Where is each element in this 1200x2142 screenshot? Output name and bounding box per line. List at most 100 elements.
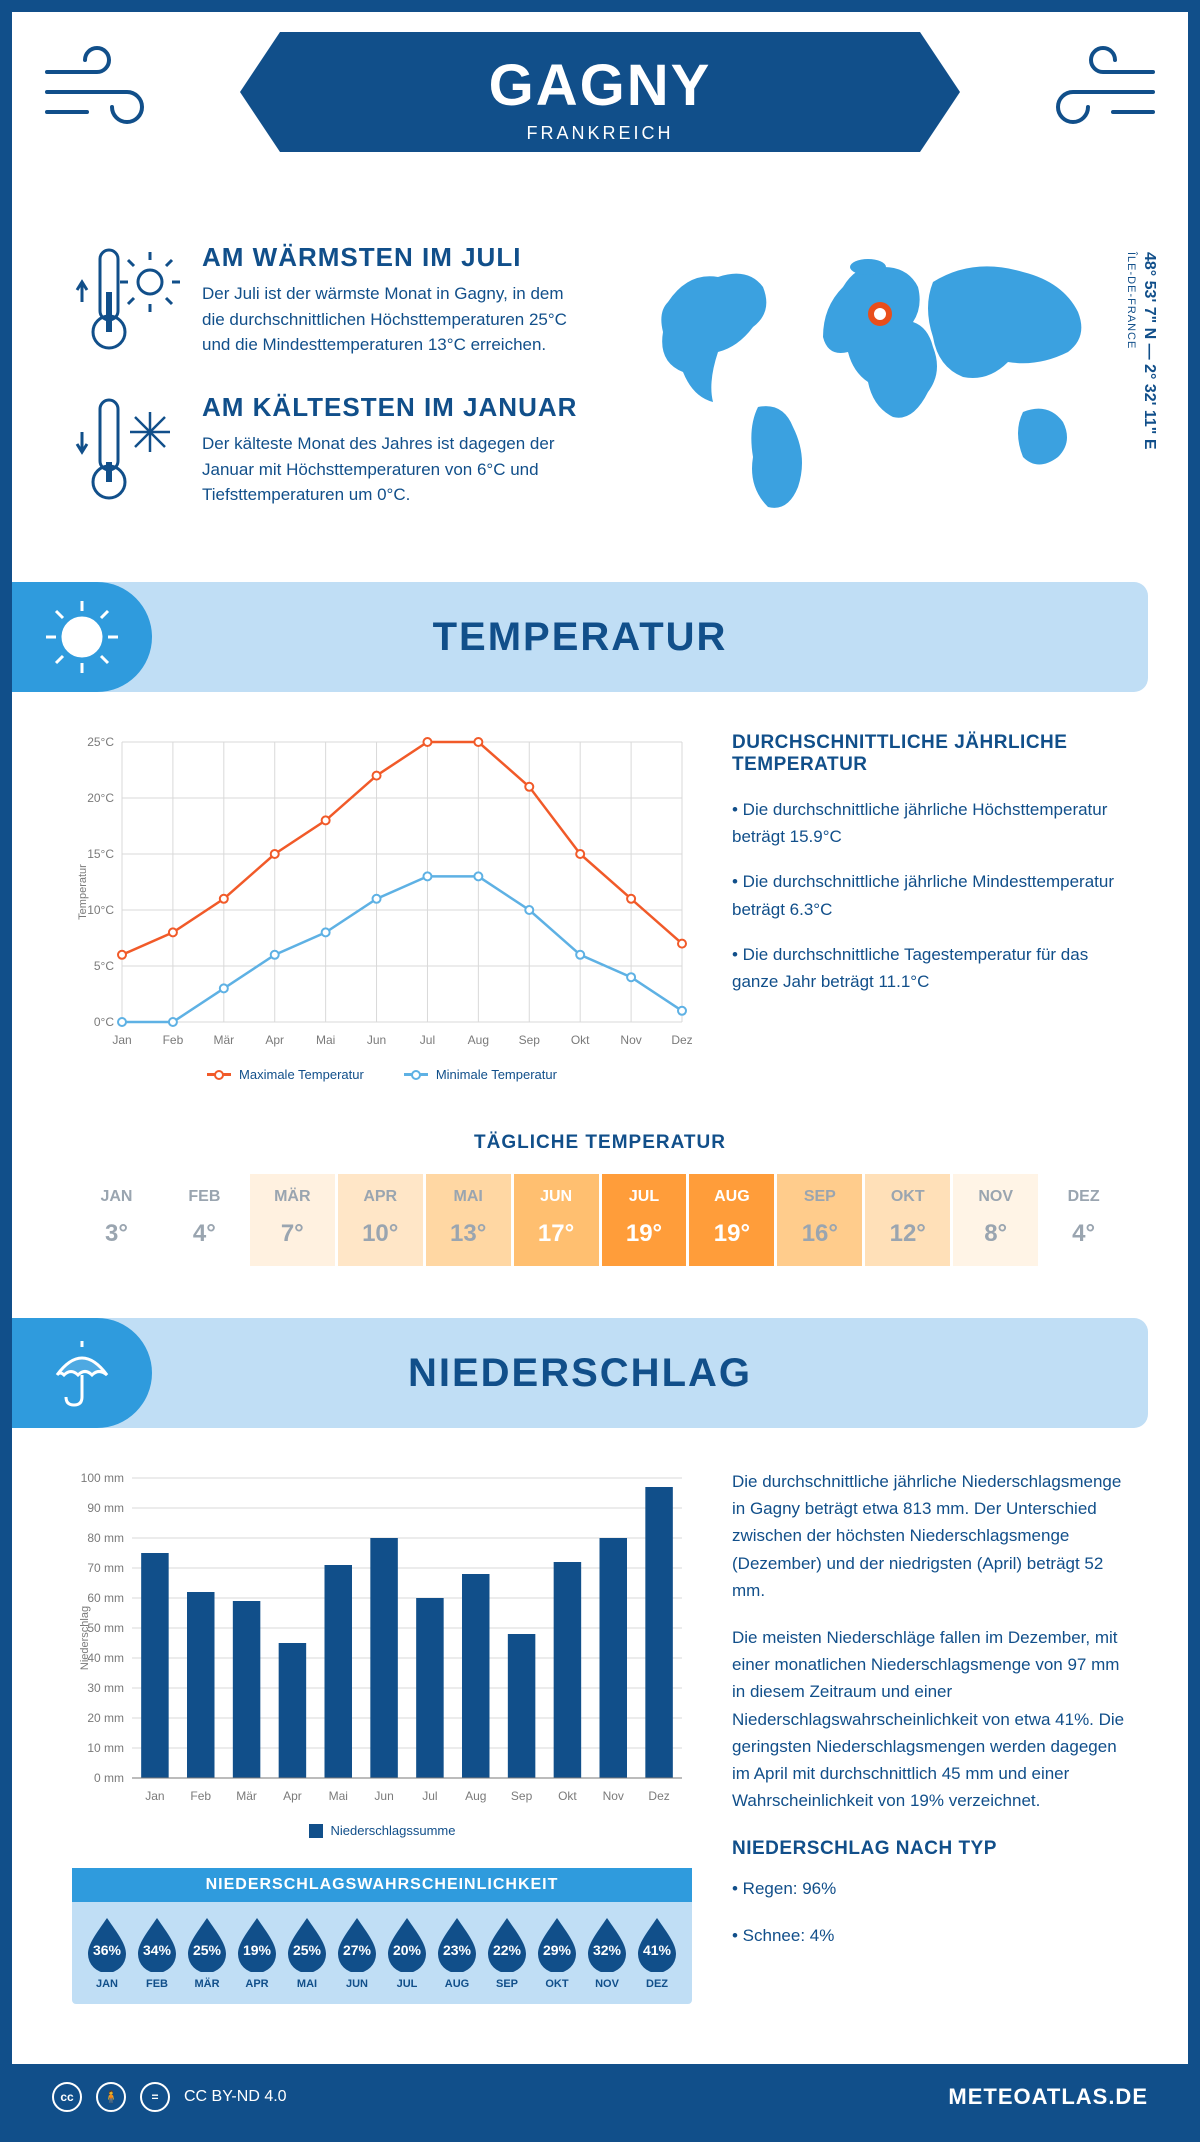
svg-text:70 mm: 70 mm xyxy=(87,1561,124,1575)
umbrella-tab-icon xyxy=(12,1318,152,1428)
sun-tab-icon xyxy=(12,582,152,692)
legend-precip-sum: Niederschlagssumme xyxy=(331,1823,456,1838)
daily-cell: APR10° xyxy=(338,1174,426,1266)
map-svg xyxy=(628,242,1128,522)
temperature-section: 0°C5°C10°C15°C20°C25°CJanFebMärAprMaiJun… xyxy=(12,692,1188,1112)
precip-p1: Die durchschnittliche jährliche Niedersc… xyxy=(732,1468,1128,1604)
legend-max-temp: Maximale Temperatur xyxy=(239,1067,364,1082)
title-ribbon: GAGNY FRANKREICH xyxy=(280,32,920,152)
svg-text:0 mm: 0 mm xyxy=(94,1771,124,1785)
daily-temp-grid: JAN3°FEB4°MÄR7°APR10°MAI13°JUN17°JUL19°A… xyxy=(72,1172,1128,1268)
svg-text:Dez: Dez xyxy=(648,1789,669,1803)
svg-text:10 mm: 10 mm xyxy=(87,1741,124,1755)
precip-type-snow: • Schnee: 4% xyxy=(732,1922,1128,1949)
temp-legend: Maximale Temperatur Minimale Temperatur xyxy=(72,1067,692,1082)
daily-cell: FEB4° xyxy=(162,1174,250,1266)
world-map: 48° 53' 7" N — 2° 32' 11" E ÎLE-DE-FRANC… xyxy=(628,242,1128,542)
svg-text:Sep: Sep xyxy=(511,1789,533,1803)
svg-text:Jan: Jan xyxy=(145,1789,164,1803)
daily-cell: MAI13° xyxy=(426,1174,514,1266)
precip-heading: NIEDERSCHLAG xyxy=(408,1351,752,1396)
avg-temp-b2: • Die durchschnittliche jährliche Mindes… xyxy=(732,868,1128,922)
svg-text:Nov: Nov xyxy=(620,1033,641,1047)
svg-text:10°C: 10°C xyxy=(87,903,114,917)
svg-text:Feb: Feb xyxy=(163,1033,184,1047)
prob-drop: 23% AUG xyxy=(434,1916,480,1990)
svg-text:50 mm: 50 mm xyxy=(87,1621,124,1635)
svg-text:Jun: Jun xyxy=(367,1033,386,1047)
coordinates: 48° 53' 7" N — 2° 32' 11" E ÎLE-DE-FRANC… xyxy=(1122,252,1158,449)
daily-cell: JUL19° xyxy=(602,1174,690,1266)
prob-drop: 19% APR xyxy=(234,1916,280,1990)
svg-text:Mai: Mai xyxy=(329,1789,348,1803)
svg-text:Okt: Okt xyxy=(558,1789,577,1803)
site-brand: METEOATLAS.DE xyxy=(948,2084,1148,2110)
daily-cell: MÄR7° xyxy=(250,1174,338,1266)
prob-drop: 41% DEZ xyxy=(634,1916,680,1990)
prob-drop: 27% JUN xyxy=(334,1916,380,1990)
svg-text:Jul: Jul xyxy=(422,1789,437,1803)
precipitation-band: NIEDERSCHLAG xyxy=(12,1318,1148,1428)
precipitation-summary: Die durchschnittliche jährliche Niedersc… xyxy=(732,1468,1128,2004)
svg-text:Okt: Okt xyxy=(571,1033,590,1047)
legend-min-temp: Minimale Temperatur xyxy=(436,1067,557,1082)
svg-text:Dez: Dez xyxy=(671,1033,692,1047)
svg-text:80 mm: 80 mm xyxy=(87,1531,124,1545)
precip-type-rain: • Regen: 96% xyxy=(732,1875,1128,1902)
coldest-title: AM KÄLTESTEN IM JANUAR xyxy=(202,392,588,423)
thermometer-hot-icon xyxy=(72,242,182,362)
svg-text:Aug: Aug xyxy=(465,1789,486,1803)
climate-facts: AM WÄRMSTEN IM JULI Der Juli ist der wär… xyxy=(72,242,588,542)
warmest-title: AM WÄRMSTEN IM JULI xyxy=(202,242,588,273)
svg-text:Mai: Mai xyxy=(316,1033,335,1047)
prob-drop: 22% SEP xyxy=(484,1916,530,1990)
thermometer-cold-icon xyxy=(72,392,182,512)
footer: cc 🧍 = CC BY-ND 4.0 METEOATLAS.DE xyxy=(12,2064,1188,2130)
svg-text:Apr: Apr xyxy=(283,1789,302,1803)
daily-cell: JAN3° xyxy=(74,1174,162,1266)
cc-icon: cc xyxy=(52,2082,82,2112)
wind-icon xyxy=(1018,42,1158,142)
prob-drop: 25% MAI xyxy=(284,1916,330,1990)
svg-text:Nov: Nov xyxy=(603,1789,624,1803)
header: GAGNY FRANKREICH xyxy=(12,12,1188,242)
svg-text:0°C: 0°C xyxy=(94,1015,114,1029)
svg-text:5°C: 5°C xyxy=(94,959,114,973)
precipitation-chart: 0 mm 10 mm 20 mm 30 mm 40 mm 50 mm 60 mm 70 mm 8… xyxy=(72,1468,692,1838)
coldest-fact: AM KÄLTESTEN IM JANUAR Der kälteste Mona… xyxy=(72,392,588,512)
precip-p2: Die meisten Niederschläge fallen im Deze… xyxy=(732,1624,1128,1814)
precip-legend: Niederschlagssumme xyxy=(72,1823,692,1838)
prob-drop: 36% JAN xyxy=(84,1916,130,1990)
svg-text:25°C: 25°C xyxy=(87,735,114,749)
license-text: CC BY-ND 4.0 xyxy=(184,2088,287,2106)
prob-drop: 32% NOV xyxy=(584,1916,630,1990)
avg-temp-b3: • Die durchschnittliche Tagestemperatur … xyxy=(732,941,1128,995)
svg-text:Mär: Mär xyxy=(236,1789,257,1803)
svg-text:40 mm: 40 mm xyxy=(87,1651,124,1665)
daily-cell: SEP16° xyxy=(777,1174,865,1266)
svg-text:60 mm: 60 mm xyxy=(87,1591,124,1605)
precipitation-section: 0 mm 10 mm 20 mm 30 mm 40 mm 50 mm 60 mm 70 mm 8… xyxy=(12,1428,1188,2034)
svg-text:20°C: 20°C xyxy=(87,791,114,805)
nd-icon: = xyxy=(140,2082,170,2112)
country-subtitle: FRANKREICH xyxy=(280,123,920,144)
svg-text:Aug: Aug xyxy=(468,1033,489,1047)
svg-text:Niederschlag: Niederschlag xyxy=(79,1606,91,1670)
prob-drop: 20% JUL xyxy=(384,1916,430,1990)
temperature-band: TEMPERATUR xyxy=(12,582,1148,692)
avg-temp-title: DURCHSCHNITTLICHE JÄHRLICHE TEMPERATUR xyxy=(732,732,1128,776)
svg-text:Feb: Feb xyxy=(190,1789,211,1803)
by-icon: 🧍 xyxy=(96,2082,126,2112)
temperature-summary: DURCHSCHNITTLICHE JÄHRLICHE TEMPERATUR •… xyxy=(732,732,1128,1082)
precip-probability: NIEDERSCHLAGSWAHRSCHEINLICHKEIT 36% JAN … xyxy=(72,1868,692,2004)
daily-cell: AUG19° xyxy=(689,1174,777,1266)
svg-text:20 mm: 20 mm xyxy=(87,1711,124,1725)
city-title: GAGNY xyxy=(280,52,920,119)
svg-text:30 mm: 30 mm xyxy=(87,1681,124,1695)
infographic-page: GAGNY FRANKREICH xyxy=(0,0,1200,2142)
svg-text:Jun: Jun xyxy=(374,1789,393,1803)
daily-cell: JUN17° xyxy=(514,1174,602,1266)
prob-drop: 34% FEB xyxy=(134,1916,180,1990)
avg-temp-b1: • Die durchschnittliche jährliche Höchst… xyxy=(732,796,1128,850)
daily-cell: OKT12° xyxy=(865,1174,953,1266)
